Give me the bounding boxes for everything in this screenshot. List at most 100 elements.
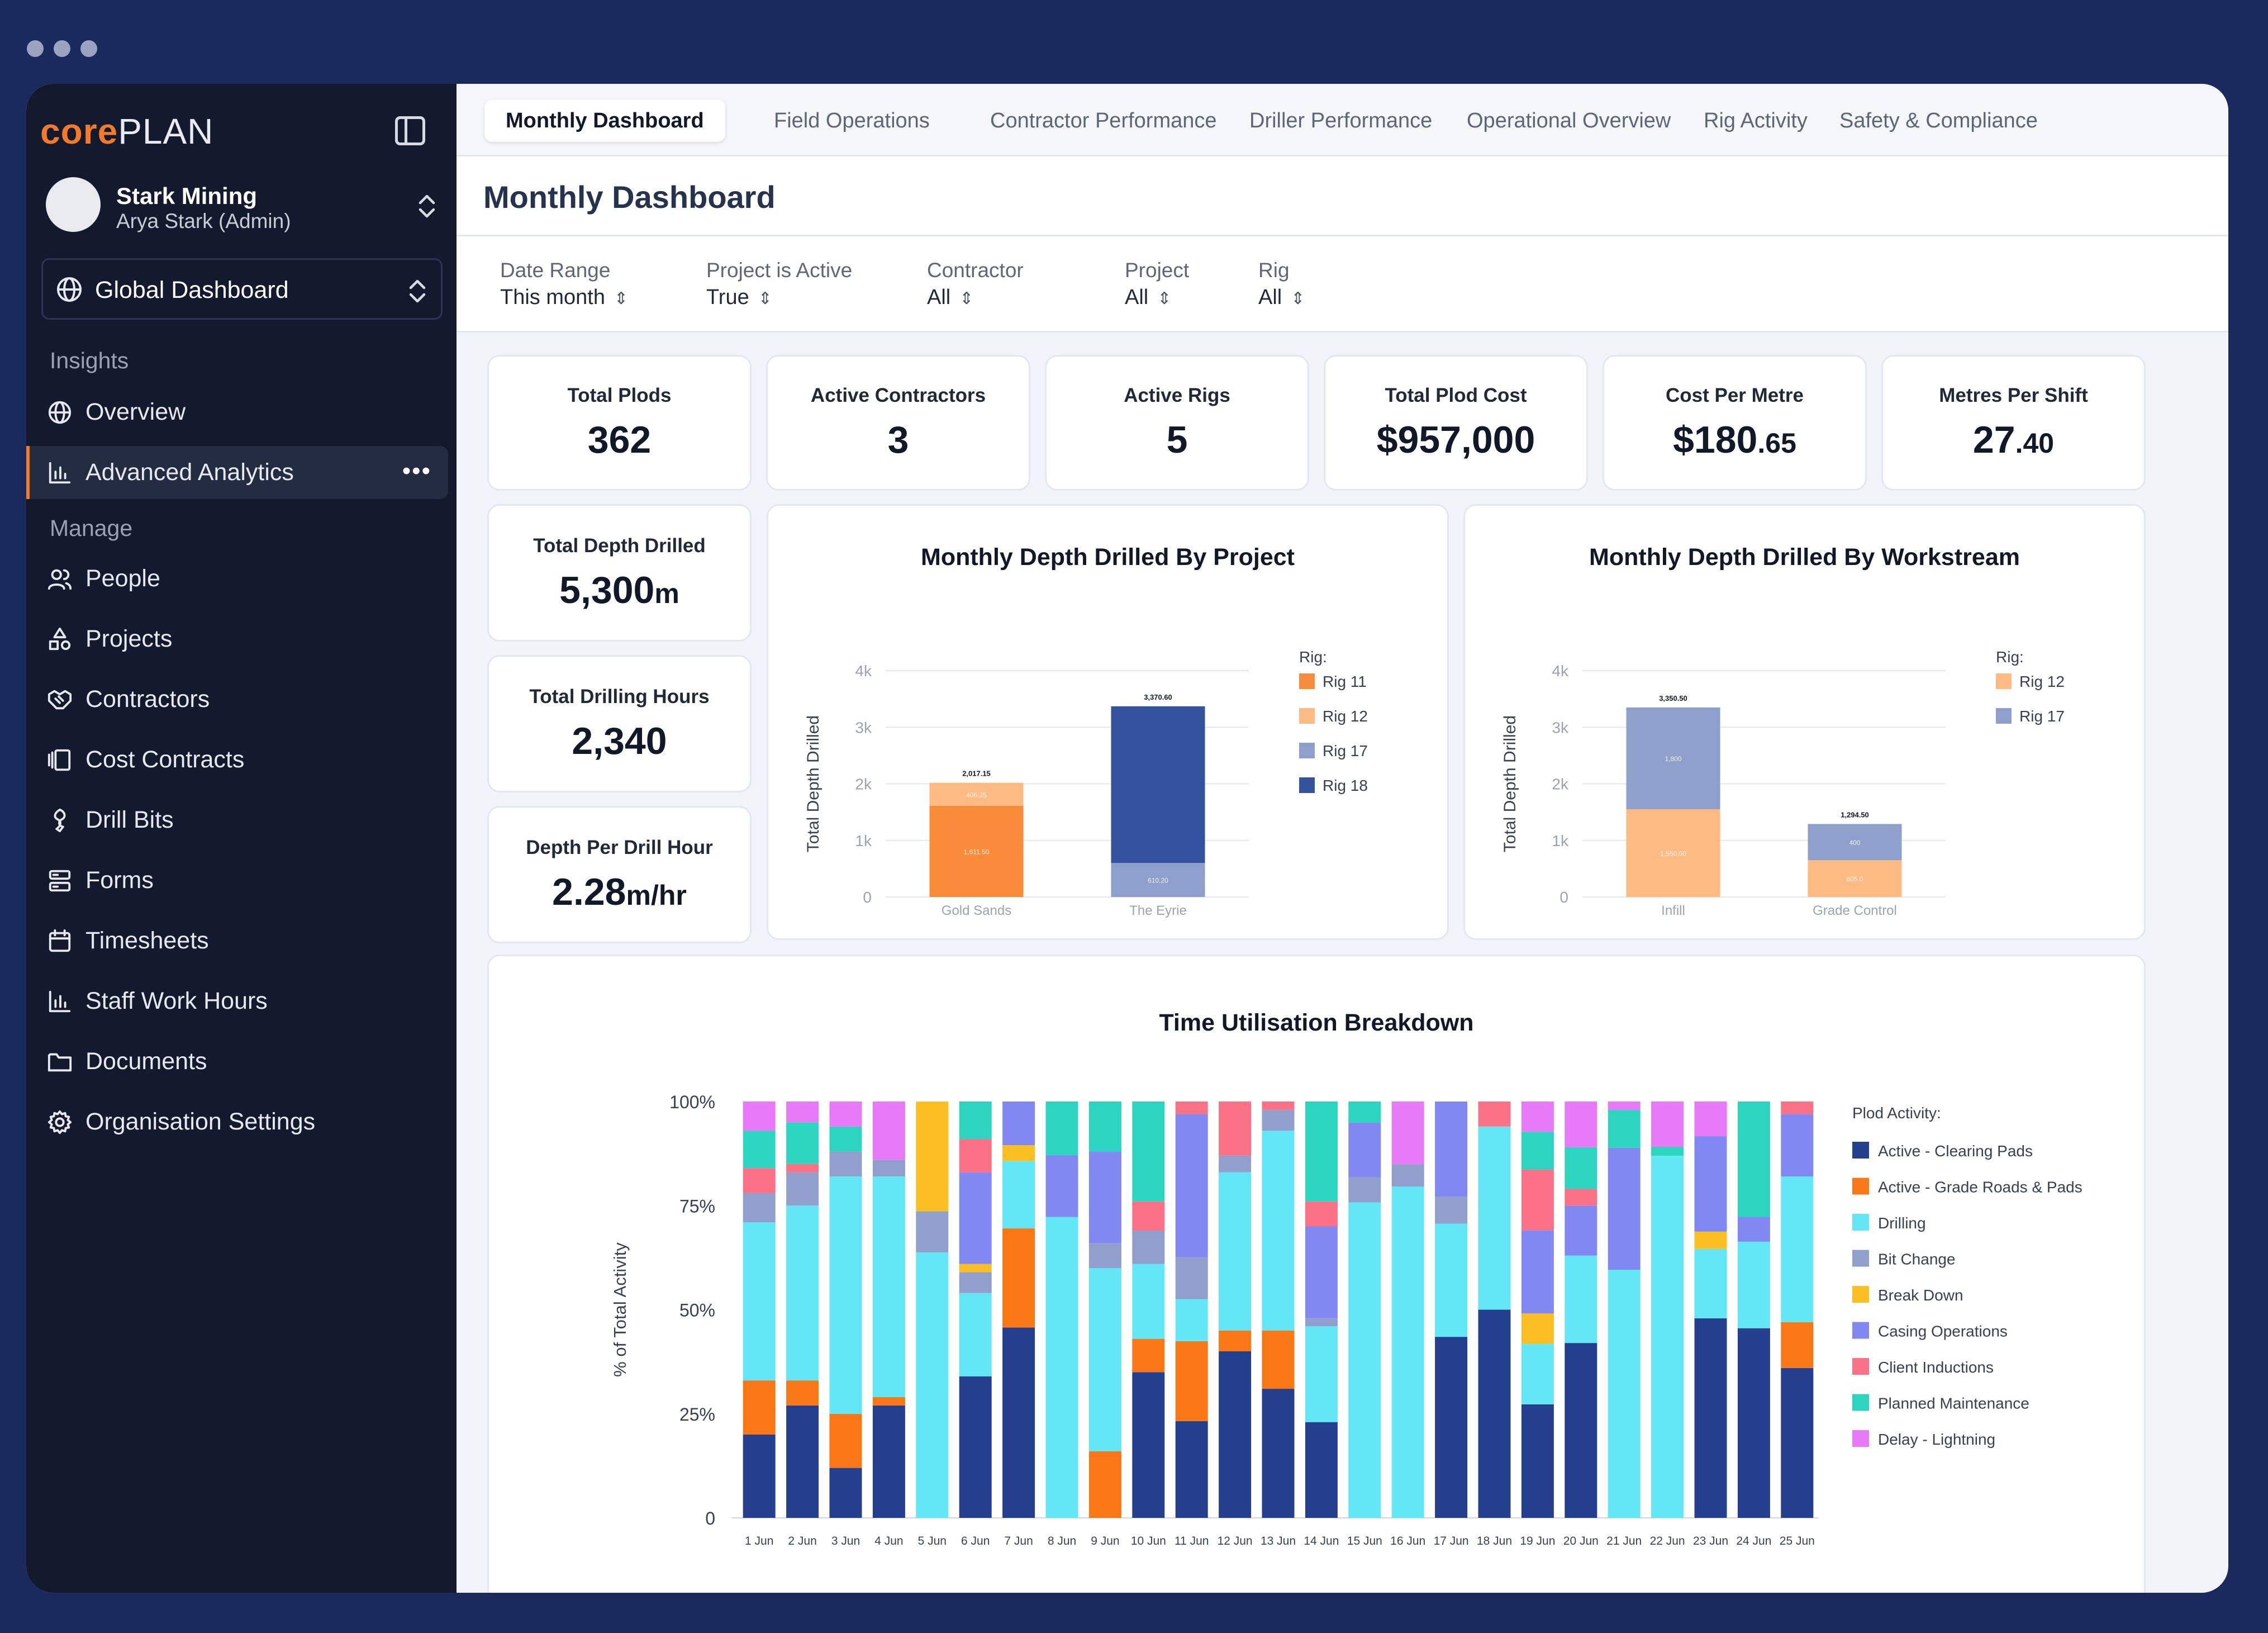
filter-contractor[interactable]: Contractor All ⇕ [927,259,1024,310]
sidebar-item-documents[interactable]: Documents [26,1035,448,1088]
tab-bar: Monthly Dashboard Field Operations Contrac… [457,84,2228,156]
filter-date-range[interactable]: Date Range This month ⇕ [500,259,628,310]
y-tick-label: 75% [679,1196,715,1216]
bar-segment [1565,1205,1597,1256]
sidebar-item-forms[interactable]: Forms [26,854,448,907]
tab-field-operations[interactable]: Field Operations [774,108,930,132]
bar-segment [743,1168,776,1193]
bar-segment [1111,706,1205,863]
bar-segment [1521,1169,1554,1231]
legend-swatch [1852,1286,1869,1303]
sidebar-item-organisation-settings[interactable]: Organisation Settings [26,1095,448,1148]
legend-entry: Delay - Lightning [1878,1431,1995,1448]
bar-segment [959,1139,992,1172]
filter-project[interactable]: Project All ⇕ [1125,259,1189,310]
legend-swatch [1852,1394,1869,1411]
legend-entry: Active - Clearing Pads [1878,1142,2033,1160]
x-tick-label: 25 Jun [1780,1535,1815,1547]
x-tick-label: 22 Jun [1650,1535,1685,1547]
bar-segment [1651,1146,1684,1156]
sidebar-item-timesheets[interactable]: Timesheets [26,914,448,967]
data-label: 1,550.00 [1660,850,1686,858]
x-tick-label: Grade Control [1813,903,1897,918]
sidebar-item-label: Projects [85,625,173,652]
sidebar-item-drill-bits[interactable]: Drill Bits [26,794,448,847]
organisation-switcher[interactable]: Stark Mining Arya Stark (Admin) [46,177,448,239]
bar-segment [1002,1327,1035,1518]
kpi-value-unit: .65 [1757,428,1796,459]
x-tick-label: 4 Jun [874,1535,903,1547]
x-tick-label: Gold Sands [942,903,1011,918]
bar-segment [1626,809,1720,897]
dashboard-select[interactable]: Global Dashboard [41,258,443,320]
globe-icon [46,399,73,426]
bar-segment [1002,1228,1035,1328]
kpi-card-total-plod-cost: Total Plod Cost $957,000 [1324,355,1588,491]
bar-segment [1002,1102,1035,1146]
sidebar-item-label: Staff Work Hours [85,988,268,1014]
bar-segment [786,1102,819,1123]
sidebar-item-label: Organisation Settings [85,1108,316,1135]
bar-segment [1305,1226,1338,1318]
chart-card-project: Monthly Depth Drilled By Project 0 1k 2k 3k… [767,504,1449,940]
kpi-value-unit: m [654,578,679,609]
bar-segment [1175,1114,1208,1257]
bar-segment [1305,1422,1338,1518]
kpi-value-number: 3 [887,419,909,461]
kpi-card-total-drilling-hours: Total Drilling Hours 2,340 [487,655,752,792]
more-options-icon[interactable]: ••• [402,457,431,485]
bar-segment [1608,1270,1641,1518]
bar-segment [1781,1368,1814,1518]
bar-chart-icon [46,988,73,1015]
org-user: Arya Stark (Admin) [116,210,291,232]
kpi-card-active-rigs: Active Rigs 5 [1045,355,1309,491]
sidebar-item-people[interactable]: People [26,552,448,605]
bar-segment [1305,1326,1338,1422]
bar-segment [743,1222,776,1381]
y-tick-label: 4k [1552,662,1569,680]
collapse-sidebar-icon[interactable] [395,116,425,145]
bar-segment [1088,1102,1121,1152]
filter-value: True ⇕ [706,286,852,310]
bar-segment [1175,1102,1208,1114]
sidebar-item-staff-work-hours[interactable]: Staff Work Hours [26,975,448,1028]
bar-segment [829,1176,862,1414]
sidebar-item-cost-contracts[interactable]: Cost Contracts [26,733,448,786]
bar-segment [743,1193,776,1223]
bar-segment [786,1122,819,1164]
chevron-updown-icon [419,194,435,218]
x-tick-label: 7 Jun [1004,1535,1033,1547]
filter-value-text: True [706,286,749,309]
filter-rig[interactable]: Rig All ⇕ [1258,259,1305,310]
tab-operational-overview[interactable]: Operational Overview [1467,108,1671,132]
logo-core-text: core [40,111,118,151]
tab-safety-compliance[interactable]: Safety & Compliance [1839,108,2038,132]
bar-segment [786,1164,819,1172]
x-tick-label: 6 Jun [961,1535,990,1547]
legend-entry: Drilling [1878,1214,1926,1232]
legend-swatch [1299,673,1315,689]
tab-monthly-dashboard[interactable]: Monthly Dashboard [484,99,725,142]
legend-swatch [1996,708,2012,724]
folder-icon [46,1048,73,1075]
bar-segment [929,805,1024,897]
sidebar-item-projects[interactable]: Projects [26,613,448,666]
sidebar-item-label: Advanced Analytics [85,459,294,486]
sidebar-item-advanced-analytics[interactable]: Advanced Analytics ••• [26,446,448,499]
app-logo[interactable]: corePLAN [40,111,213,152]
bar-segment [1694,1102,1727,1137]
bar-segment [1002,1145,1035,1161]
sidebar-item-label: Timesheets [85,927,209,954]
sidebar-item-overview[interactable]: Overview [26,386,448,439]
x-tick-label: 2 Jun [788,1535,816,1547]
filter-project-is-active[interactable]: Project is Active True ⇕ [706,259,852,310]
legend-entry: Break Down [1878,1287,1963,1304]
tab-rig-activity[interactable]: Rig Activity [1704,108,1808,132]
sidebar-item-contractors[interactable]: Contractors [26,673,448,726]
bar-segment [959,1293,992,1376]
bar-segment [1132,1264,1165,1339]
sidebar-item-label: Drill Bits [85,806,174,833]
tab-driller-performance[interactable]: Driller Performance [1249,108,1433,132]
y-tick-label: 2k [1552,776,1569,793]
tab-contractor-performance[interactable]: Contractor Performance [990,108,1217,132]
